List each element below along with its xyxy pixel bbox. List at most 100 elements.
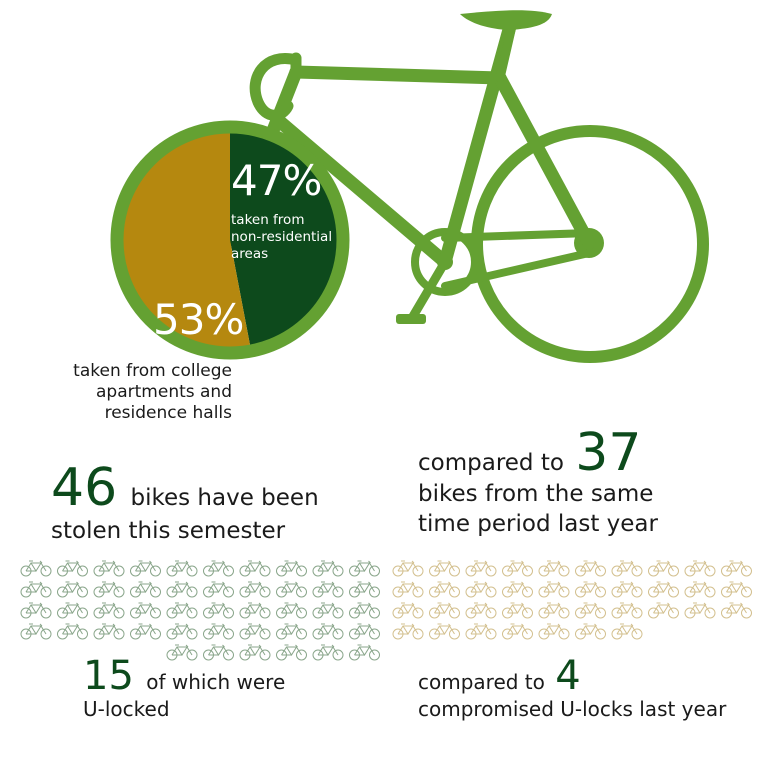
this-semester-bike-icon-43 xyxy=(276,644,307,661)
this-semester-bike-icon-42 xyxy=(239,644,271,661)
last-year-bike-icon-15 xyxy=(575,581,606,598)
ulock-last-text: compromised U-locks last year xyxy=(418,697,727,721)
residential-line-2: apartments and xyxy=(96,382,232,402)
chainring xyxy=(411,228,479,296)
last-year-bike-icon-2 xyxy=(465,560,497,577)
this-semester-bike-icon-39 xyxy=(349,623,380,640)
pct-nonresidential: 47% xyxy=(231,156,322,205)
this-semester-bike-icon-11 xyxy=(57,581,88,598)
this-semester-bike-icon-16 xyxy=(239,581,271,598)
residential-line-3: residence halls xyxy=(104,403,232,423)
last-year-bike-icon-4 xyxy=(538,560,570,577)
this-semester-bike-icon-6 xyxy=(239,560,271,577)
stolen-text-2: stolen this semester xyxy=(51,518,286,544)
last-year-bike-icon-27 xyxy=(648,602,679,619)
this-semester-bike-icon-45 xyxy=(349,644,380,661)
bike-illustration xyxy=(110,10,709,363)
last-year-bike-icon-22 xyxy=(465,602,497,619)
this-semester-bike-icon-2 xyxy=(93,560,125,577)
nonresidential-line-1: taken from xyxy=(231,212,305,228)
last-year-bike-icon-12 xyxy=(465,581,497,598)
last-year-bike-icon-31 xyxy=(429,623,460,640)
this-semester-bike-icon-37 xyxy=(276,623,307,640)
stolen-text-1: bikes have been xyxy=(130,485,319,511)
last-year-bike-icon-36 xyxy=(611,623,643,640)
last-year-bike-icon-7 xyxy=(648,560,679,577)
last-year-stat: compared to 37 bikes from the same time … xyxy=(418,427,758,539)
last-year-bike-icon-6 xyxy=(611,560,643,577)
this-semester-bike-icon-9 xyxy=(349,560,380,577)
last-year-bike-icon-3 xyxy=(502,560,533,577)
this-semester-bike-icon-26 xyxy=(239,602,271,619)
this-semester-bike-icon-21 xyxy=(57,602,88,619)
this-semester-bike-icon-23 xyxy=(130,602,161,619)
nonresidential-line-2: non-residential xyxy=(231,229,333,245)
last-year-bike-icon-16 xyxy=(611,581,643,598)
this-semester-bike-icon-0 xyxy=(20,560,52,577)
last-year-bike-icon-1 xyxy=(429,560,460,577)
pedal xyxy=(396,314,426,324)
rear-wheel xyxy=(471,125,709,363)
last-year-bike-icon-29 xyxy=(721,602,752,619)
last-year-bike-icon-9 xyxy=(721,560,752,577)
this-semester-bike-icon-3 xyxy=(130,560,161,577)
last-year-text-1: bikes from the same xyxy=(418,481,654,507)
last-year-bike-icon-17 xyxy=(648,581,679,598)
compare-prefix: compared to xyxy=(418,450,564,476)
this-semester-bike-icon-5 xyxy=(203,560,234,577)
last-year-bike-icon-21 xyxy=(429,602,460,619)
saddle xyxy=(460,10,552,30)
last-year-bike-icon-34 xyxy=(538,623,570,640)
last-year-bike-icon-23 xyxy=(502,602,533,619)
this-semester-bike-icon-10 xyxy=(20,581,52,598)
stolen-number: 46 xyxy=(51,458,118,518)
last-year-bike-icon-19 xyxy=(721,581,752,598)
this-semester-bike-icon-18 xyxy=(312,581,344,598)
ulocked-text-1: of which were xyxy=(146,670,286,694)
last-year-bike-icon-30 xyxy=(392,623,424,640)
front-wheel xyxy=(110,120,350,360)
this-semester-bike-icon-41 xyxy=(203,644,234,661)
ulock-last-number: 4 xyxy=(555,653,581,699)
last-year-bike-icon-20 xyxy=(392,602,424,619)
this-semester-bike-icon-22 xyxy=(93,602,125,619)
ulocked-number: 15 xyxy=(83,653,134,699)
nonresidential-label: taken from non-residential areas xyxy=(231,212,332,263)
this-semester-bike-icon-36 xyxy=(239,623,271,640)
last-year-bike-icon-11 xyxy=(429,581,460,598)
this-semester-bike-icon-17 xyxy=(276,581,307,598)
last-year-bike-icon-8 xyxy=(684,560,716,577)
last-year-bike-icon-13 xyxy=(502,581,533,598)
last-year-bike-icon-33 xyxy=(502,623,533,640)
this-semester-bike-icon-44 xyxy=(312,644,344,661)
this-semester-bike-icon-33 xyxy=(130,623,161,640)
pct-residential: 53% xyxy=(153,295,244,344)
nonresidential-line-3: areas xyxy=(231,246,269,262)
this-semester-bike-icon-31 xyxy=(57,623,88,640)
last-year-bike-icon-32 xyxy=(465,623,497,640)
this-semester-bike-icon-1 xyxy=(57,560,88,577)
last-year-bike-icon-10 xyxy=(392,581,424,598)
last-year-bike-icon-28 xyxy=(684,602,716,619)
pictogram-this-semester xyxy=(18,557,383,664)
ulock-compare-prefix: compared to xyxy=(418,670,545,694)
last-year-bike-icon-14 xyxy=(538,581,570,598)
last-year-bike-icon-0 xyxy=(392,560,424,577)
this-semester-bike-icon-27 xyxy=(276,602,307,619)
this-semester-bike-icon-4 xyxy=(166,560,198,577)
this-semester-bike-icon-32 xyxy=(93,623,125,640)
last-year-number: 37 xyxy=(575,423,642,483)
pie-slice-1 xyxy=(118,128,253,352)
residential-line-1: taken from college xyxy=(73,361,232,381)
last-year-bike-icon-24 xyxy=(538,602,570,619)
residential-caption: taken from college apartments and reside… xyxy=(73,361,232,424)
last-year-bike-icon-5 xyxy=(575,560,606,577)
ulock-last-year-stat: compared to 4 compromised U-locks last y… xyxy=(418,656,726,722)
last-year-bike-icon-35 xyxy=(575,623,606,640)
this-semester-bike-icon-8 xyxy=(312,560,344,577)
this-semester-bike-icon-13 xyxy=(130,581,161,598)
last-year-bike-icon-26 xyxy=(611,602,643,619)
this-semester-bike-icon-28 xyxy=(312,602,344,619)
this-semester-bike-icon-30 xyxy=(20,623,52,640)
this-semester-bike-icon-40 xyxy=(166,644,198,661)
